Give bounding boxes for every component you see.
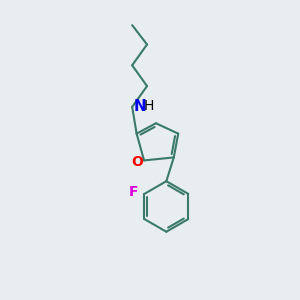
Text: H: H (144, 99, 154, 113)
Text: O: O (132, 155, 143, 169)
Text: F: F (128, 185, 138, 200)
Text: N: N (134, 99, 146, 114)
